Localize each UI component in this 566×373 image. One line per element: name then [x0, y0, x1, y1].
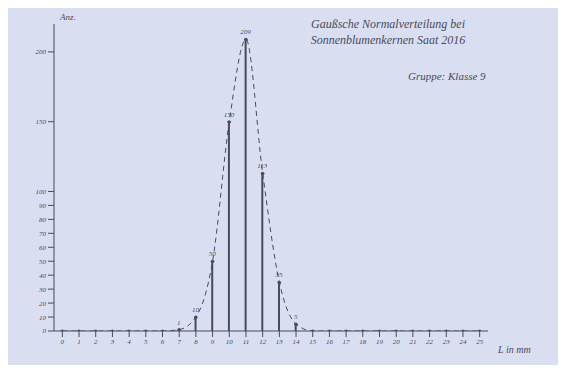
svg-text:80: 80 — [39, 216, 47, 224]
html-text:Gruppe: Klasse 9: Gruppe: Klasse 9 — [408, 70, 486, 82]
svg-text:113: 113 — [257, 162, 267, 170]
svg-text:5: 5 — [144, 338, 148, 346]
svg-text:11: 11 — [243, 338, 249, 346]
svg-text:22: 22 — [426, 338, 434, 346]
svg-text:18: 18 — [359, 338, 367, 346]
svg-text:10: 10 — [226, 338, 234, 346]
svg-text:150: 150 — [224, 111, 235, 119]
html-text:Anz.: Anz. — [60, 12, 76, 22]
svg-text:24: 24 — [459, 338, 467, 346]
svg-text:50: 50 — [39, 258, 47, 266]
svg-text:1: 1 — [77, 338, 81, 346]
svg-text:23: 23 — [443, 338, 451, 346]
svg-text:20: 20 — [39, 300, 47, 308]
svg-text:10: 10 — [192, 306, 200, 314]
svg-text:10: 10 — [39, 314, 47, 322]
svg-text:50: 50 — [209, 250, 217, 258]
svg-text:15: 15 — [309, 338, 317, 346]
svg-text:0: 0 — [43, 327, 47, 335]
svg-text:30: 30 — [38, 286, 47, 294]
html-text:Gaußsche Normalverteilung bei: Gaußsche Normalverteilung bei Sonnenblum… — [310, 17, 466, 47]
svg-text:25: 25 — [476, 338, 484, 346]
svg-text:14: 14 — [293, 338, 301, 346]
svg-text:19: 19 — [376, 338, 384, 346]
svg-text:150: 150 — [36, 118, 47, 126]
svg-text:200: 200 — [36, 48, 47, 56]
svg-text:35: 35 — [275, 271, 284, 279]
svg-text:90: 90 — [39, 202, 47, 210]
svg-text:2: 2 — [94, 338, 98, 346]
svg-text:16: 16 — [326, 338, 334, 346]
svg-text:100: 100 — [36, 188, 47, 196]
svg-text:20: 20 — [393, 338, 401, 346]
svg-text:6: 6 — [161, 338, 165, 346]
svg-text:3: 3 — [110, 338, 115, 346]
svg-text:5: 5 — [294, 313, 298, 321]
svg-text:4: 4 — [127, 338, 131, 346]
svg-text:70: 70 — [39, 230, 47, 238]
svg-text:12: 12 — [259, 338, 267, 346]
svg-text:8: 8 — [194, 338, 198, 346]
svg-text:40: 40 — [39, 272, 47, 280]
svg-text:7: 7 — [177, 338, 181, 346]
svg-text:9: 9 — [211, 338, 215, 346]
svg-text:0: 0 — [61, 338, 65, 346]
svg-text:209: 209 — [240, 28, 251, 36]
html-text:L in mm: L in mm — [498, 344, 531, 355]
svg-text:17: 17 — [343, 338, 351, 346]
svg-text:60: 60 — [39, 244, 47, 252]
svg-text:21: 21 — [409, 338, 416, 346]
svg-text:1: 1 — [177, 319, 181, 327]
svg-text:13: 13 — [276, 338, 284, 346]
